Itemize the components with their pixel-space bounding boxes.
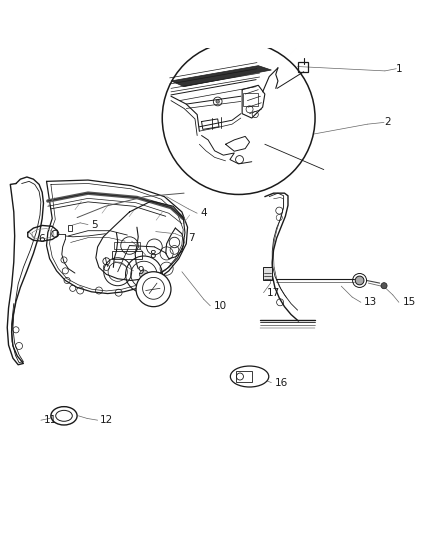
Text: 10: 10 <box>214 301 227 311</box>
Bar <box>112 251 142 259</box>
Polygon shape <box>171 66 272 87</box>
Bar <box>236 372 252 382</box>
Circle shape <box>355 276 364 285</box>
Circle shape <box>162 42 315 195</box>
Text: 16: 16 <box>275 378 288 387</box>
Bar <box>68 225 72 231</box>
Bar <box>263 268 272 280</box>
Text: 7: 7 <box>188 233 195 243</box>
Bar <box>243 93 258 106</box>
Circle shape <box>140 270 148 279</box>
Text: 8: 8 <box>149 250 156 260</box>
Circle shape <box>216 100 219 103</box>
Text: 9: 9 <box>137 266 144 276</box>
Bar <box>114 243 141 249</box>
Text: 1: 1 <box>396 64 403 74</box>
Circle shape <box>381 282 387 289</box>
Text: 4: 4 <box>201 208 207 218</box>
Circle shape <box>136 272 171 306</box>
Text: 11: 11 <box>43 415 57 425</box>
Ellipse shape <box>230 366 269 387</box>
Text: 15: 15 <box>403 297 416 308</box>
Text: 12: 12 <box>100 415 113 425</box>
Text: 17: 17 <box>267 288 280 298</box>
Text: 5: 5 <box>92 220 98 230</box>
Ellipse shape <box>51 407 77 425</box>
Text: 2: 2 <box>384 117 391 127</box>
Text: 6: 6 <box>38 233 44 244</box>
Text: 13: 13 <box>364 297 377 308</box>
Bar <box>298 62 308 72</box>
